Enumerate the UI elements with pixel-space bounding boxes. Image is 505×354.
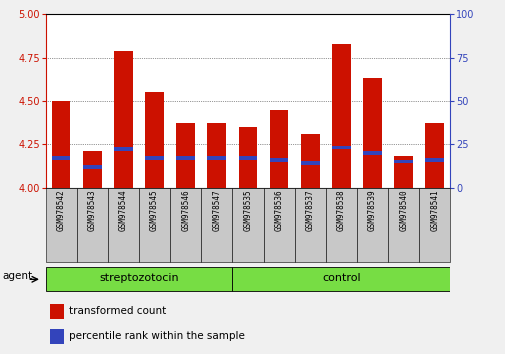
Bar [331, 145, 350, 149]
Bar [418, 188, 449, 262]
Text: GSM978541: GSM978541 [429, 190, 438, 232]
Text: GSM978544: GSM978544 [119, 190, 128, 232]
Bar [176, 124, 194, 188]
Bar [325, 188, 356, 262]
Text: GSM978540: GSM978540 [398, 190, 408, 232]
Text: percentile rank within the sample: percentile rank within the sample [69, 331, 244, 341]
Bar [238, 127, 257, 188]
Bar [232, 188, 263, 262]
Bar [425, 158, 443, 161]
Bar [52, 156, 70, 160]
Bar [363, 151, 381, 155]
Text: GSM978539: GSM978539 [367, 190, 376, 232]
Text: GSM978545: GSM978545 [149, 190, 159, 232]
Bar [269, 110, 288, 188]
Bar [387, 188, 418, 262]
Bar [207, 156, 226, 160]
Bar [238, 156, 257, 160]
Text: GSM978537: GSM978537 [305, 190, 314, 232]
Text: GSM978543: GSM978543 [87, 190, 96, 232]
Bar [77, 188, 108, 262]
Bar [145, 92, 164, 188]
Bar [83, 151, 102, 188]
Bar [263, 188, 294, 262]
Bar [176, 156, 194, 160]
Text: transformed count: transformed count [69, 306, 166, 316]
Bar [145, 156, 164, 160]
Bar [201, 188, 232, 262]
Bar [114, 147, 132, 151]
Bar [114, 51, 132, 188]
Bar [52, 101, 70, 188]
Text: GSM978547: GSM978547 [212, 190, 221, 232]
Bar [300, 161, 319, 165]
Bar [425, 124, 443, 188]
Text: GSM978542: GSM978542 [57, 190, 66, 232]
Bar [139, 188, 170, 262]
Bar [393, 156, 412, 188]
Bar [108, 188, 139, 262]
Bar [45, 267, 232, 291]
Bar [170, 188, 201, 262]
Bar [294, 188, 325, 262]
Text: GSM978535: GSM978535 [243, 190, 252, 232]
Bar [269, 158, 288, 161]
Bar [49, 304, 64, 319]
Bar [49, 329, 64, 344]
Bar [393, 160, 412, 163]
Bar [300, 134, 319, 188]
Bar [207, 124, 226, 188]
Text: control: control [321, 273, 360, 283]
Text: GSM978538: GSM978538 [336, 190, 345, 232]
Bar [363, 78, 381, 188]
Text: GSM978536: GSM978536 [274, 190, 283, 232]
Bar [45, 188, 77, 262]
Bar [232, 267, 449, 291]
Text: GSM978546: GSM978546 [181, 190, 190, 232]
Bar [356, 188, 387, 262]
Bar [331, 44, 350, 188]
Text: streptozotocin: streptozotocin [99, 273, 178, 283]
Bar [83, 165, 102, 169]
Text: agent: agent [2, 271, 32, 281]
